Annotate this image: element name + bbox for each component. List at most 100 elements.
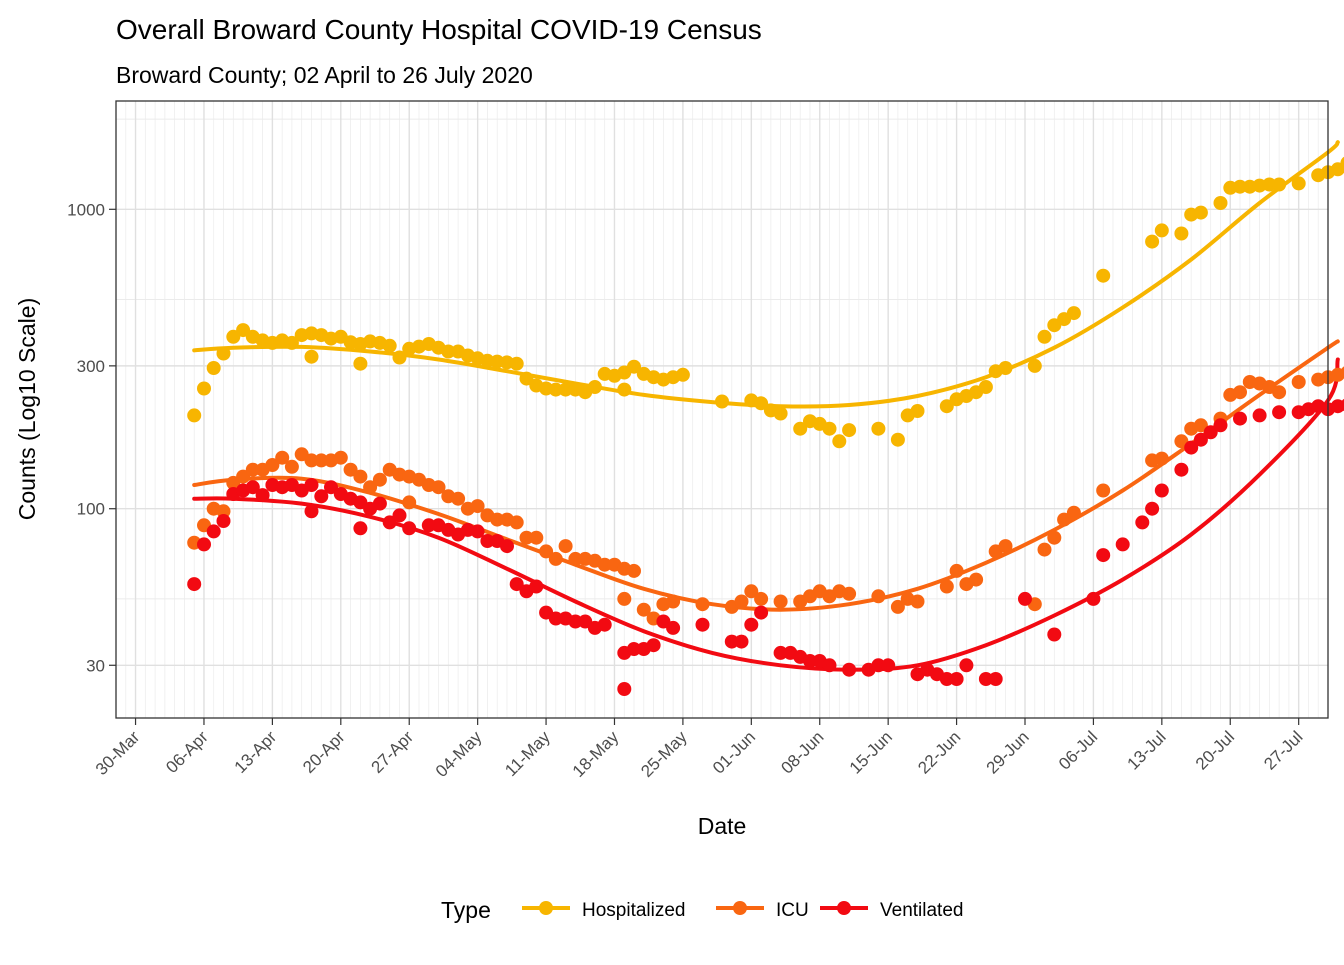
data-point-hospitalized <box>891 433 905 447</box>
data-point-icu <box>842 587 856 601</box>
data-point-ventilated <box>1047 628 1061 642</box>
data-point-ventilated <box>959 658 973 672</box>
data-point-ventilated <box>696 618 710 632</box>
data-point-ventilated <box>1086 592 1100 606</box>
data-point-hospitalized <box>1028 359 1042 373</box>
x-tick-label: 29-Jun <box>983 727 1033 777</box>
data-point-icu <box>451 492 465 506</box>
chart-title: Overall Broward County Hospital COVID-19… <box>116 14 762 45</box>
data-point-hospitalized <box>217 347 231 361</box>
data-point-icu <box>549 552 563 566</box>
x-tick-label: 08-Jun <box>777 727 827 777</box>
data-point-icu <box>1155 452 1169 466</box>
data-point-ventilated <box>666 621 680 635</box>
data-point-hospitalized <box>999 361 1013 375</box>
x-tick-label: 11-May <box>501 727 554 780</box>
x-tick-label: 20-Jul <box>1192 727 1238 773</box>
data-point-hospitalized <box>187 408 201 422</box>
data-point-hospitalized <box>197 382 211 396</box>
data-point-hospitalized <box>842 423 856 437</box>
x-tick-label: 06-Apr <box>162 727 212 777</box>
x-tick-label: 22-Jun <box>914 727 964 777</box>
data-point-ventilated <box>217 514 231 528</box>
data-point-icu <box>285 460 299 474</box>
data-point-ventilated <box>1145 502 1159 516</box>
y-tick-label: 30 <box>86 656 105 675</box>
data-point-hospitalized <box>1145 235 1159 249</box>
legend-label: Hospitalized <box>582 900 686 921</box>
data-point-icu <box>950 564 964 578</box>
data-point-ventilated <box>393 508 407 522</box>
x-tick-label: 01-Jun <box>709 727 759 777</box>
data-point-icu <box>1272 385 1286 399</box>
data-point-icu <box>999 539 1013 553</box>
data-point-hospitalized <box>1038 330 1052 344</box>
x-tick-label: 15-Jun <box>846 727 896 777</box>
x-tick-label: 06-Jul <box>1055 727 1101 773</box>
data-point-hospitalized <box>1174 227 1188 241</box>
data-point-ventilated <box>881 658 895 672</box>
data-point-ventilated <box>989 672 1003 686</box>
data-point-hospitalized <box>823 422 837 436</box>
data-point-ventilated <box>617 682 631 696</box>
data-point-hospitalized <box>617 383 631 397</box>
data-point-hospitalized <box>510 357 524 371</box>
data-point-hospitalized <box>1194 206 1208 220</box>
y-axis-title: Counts (Log10 Scale) <box>14 298 40 520</box>
data-point-icu <box>1067 506 1081 520</box>
legend-label: ICU <box>776 900 809 921</box>
legend-item-ventilated: Ventilated <box>820 900 963 921</box>
data-point-icu <box>353 470 367 484</box>
data-point-ventilated <box>823 658 837 672</box>
data-point-hospitalized <box>715 395 729 409</box>
data-point-hospitalized <box>871 422 885 436</box>
data-point-icu <box>735 595 749 609</box>
data-point-ventilated <box>1096 548 1110 562</box>
data-point-ventilated <box>1174 463 1188 477</box>
data-point-ventilated <box>402 521 416 535</box>
data-point-hospitalized <box>1272 178 1286 192</box>
data-point-icu <box>510 515 524 529</box>
data-point-ventilated <box>1116 537 1130 551</box>
data-point-icu <box>1096 484 1110 498</box>
y-tick-label: 1000 <box>67 200 105 219</box>
legend-item-hospitalized: Hospitalized <box>522 900 686 921</box>
data-point-hospitalized <box>353 357 367 371</box>
data-point-ventilated <box>187 577 201 591</box>
data-point-hospitalized <box>383 339 397 353</box>
data-point-hospitalized <box>1155 223 1169 237</box>
data-point-icu <box>696 597 710 611</box>
data-point-ventilated <box>744 618 758 632</box>
data-point-icu <box>559 539 573 553</box>
data-point-ventilated <box>735 635 749 649</box>
x-tick-label: 25-May <box>637 727 691 781</box>
data-point-icu <box>627 564 641 578</box>
data-point-hospitalized <box>1214 196 1228 210</box>
data-point-ventilated <box>842 663 856 677</box>
legend-label: Ventilated <box>880 900 963 921</box>
data-point-icu <box>911 595 925 609</box>
data-point-ventilated <box>1233 412 1247 426</box>
data-point-hospitalized <box>1067 306 1081 320</box>
x-axis-title: Date <box>698 813 747 839</box>
x-tick-label: 04-May <box>432 727 486 781</box>
data-point-icu <box>402 495 416 509</box>
data-point-icu <box>969 573 983 587</box>
data-point-ventilated <box>1155 484 1169 498</box>
data-point-hospitalized <box>911 404 925 418</box>
data-point-icu <box>754 592 768 606</box>
data-point-hospitalized <box>588 380 602 394</box>
data-point-hospitalized <box>207 361 221 375</box>
x-tick-label: 30-Mar <box>92 727 144 779</box>
data-point-ventilated <box>305 504 319 518</box>
x-tick-label: 27-Apr <box>368 727 418 777</box>
legend-key-dot <box>837 901 851 915</box>
data-point-ventilated <box>1018 592 1032 606</box>
data-point-icu <box>666 595 680 609</box>
y-tick-label: 100 <box>77 500 105 519</box>
x-tick-label: 27-Jul <box>1260 727 1306 773</box>
x-tick-label: 20-Apr <box>299 727 349 777</box>
